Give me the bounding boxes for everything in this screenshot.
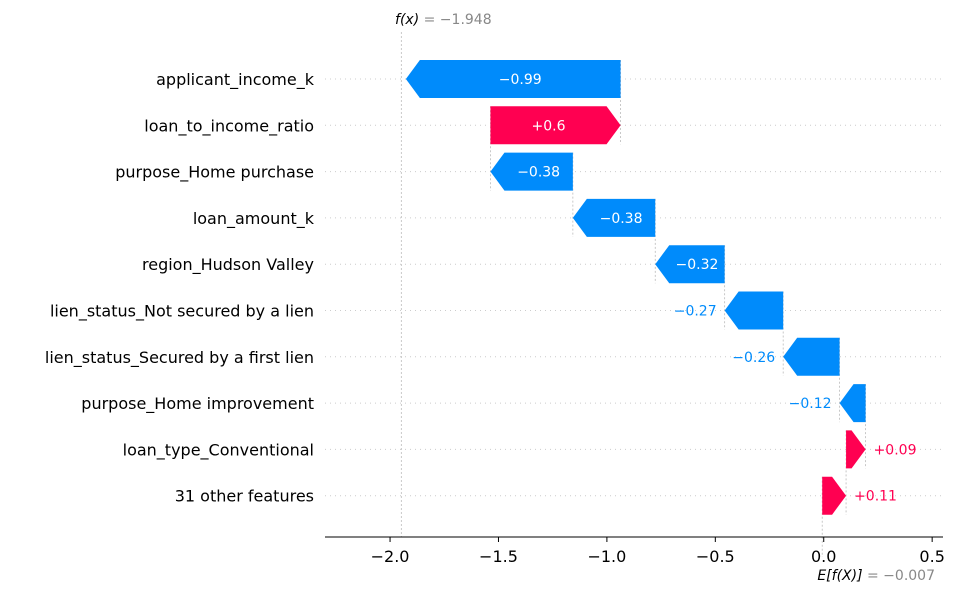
feature-label: 31 other features: [175, 487, 314, 506]
bar-lien-status-not-secured-by-a-lien: [724, 291, 784, 330]
value-label: −0.38: [517, 165, 560, 181]
value-label: −0.38: [600, 211, 643, 227]
feature-label: loan_type_Conventional: [123, 440, 314, 460]
x-tick-label: 0.5: [919, 547, 944, 566]
feature-label: region_Hudson Valley: [142, 255, 314, 275]
bar-applicant-income-k: [405, 60, 621, 98]
base-value-annotation: E[f(X)] = −0.007: [817, 568, 935, 584]
bar-purpose-home-improvement: [839, 384, 866, 423]
value-label: −0.99: [499, 72, 542, 88]
annotations: f(x) = −1.948 E[f(X)] = −0.007: [395, 12, 935, 584]
feature-label: purpose_Home purchase: [115, 163, 314, 183]
fx-label-prefix: f(x): [395, 12, 419, 28]
feature-label: purpose_Home improvement: [81, 394, 314, 414]
x-tick-label: −1.0: [587, 547, 626, 566]
output-value-annotation: f(x) = −1.948: [395, 12, 492, 28]
x-tick-label: −0.5: [696, 547, 735, 566]
bar-lien-status-secured-by-a-first-lien: [783, 337, 840, 376]
reference-lines: [400, 32, 866, 557]
value-label: −0.32: [675, 257, 718, 273]
value-label: +0.09: [874, 442, 917, 458]
bar-31-other-features: [822, 476, 847, 515]
feature-bars: −0.99 +0.6 −0.38 −0.38 −0.32 −0.27 −0.26 −0.12 +…: [405, 60, 917, 515]
x-tick-label: −1.5: [479, 547, 518, 566]
bar-purpose-home-purchase: [490, 152, 573, 191]
value-label: +0.11: [854, 489, 897, 505]
efx-label-value: = −0.007: [863, 568, 935, 584]
bar-loan-to-income-ratio: [490, 106, 621, 145]
feature-label: lien_status_Secured by a first lien: [45, 348, 314, 368]
bar-loan-amount-k: [572, 198, 656, 237]
value-label: −0.27: [674, 304, 717, 320]
efx-label-prefix: E[f(X)]: [817, 568, 862, 584]
value-label: +0.6: [532, 118, 566, 134]
x-tick-label: −2.0: [371, 547, 410, 566]
value-label: −0.26: [732, 350, 775, 366]
bar-region-hudson-valley: [655, 245, 725, 284]
bar-loan-type-conventional: [846, 430, 866, 469]
value-label: −0.12: [789, 396, 832, 412]
feature-label: applicant_income_k: [156, 70, 315, 90]
feature-label: lien_status_Not secured by a lien: [50, 302, 314, 322]
fx-label-value: = −1.948: [419, 12, 491, 28]
feature-labels: applicant_income_k loan_to_income_ratiopu…: [45, 70, 315, 506]
feature-label: loan_amount_k: [193, 209, 315, 229]
feature-label: loan_to_income_ratio: [144, 116, 314, 136]
x-tick-label: 0.0: [811, 547, 836, 566]
x-axis: −2.0 −1.5 −1.0 −0.5 0.0 0.5: [325, 536, 945, 566]
